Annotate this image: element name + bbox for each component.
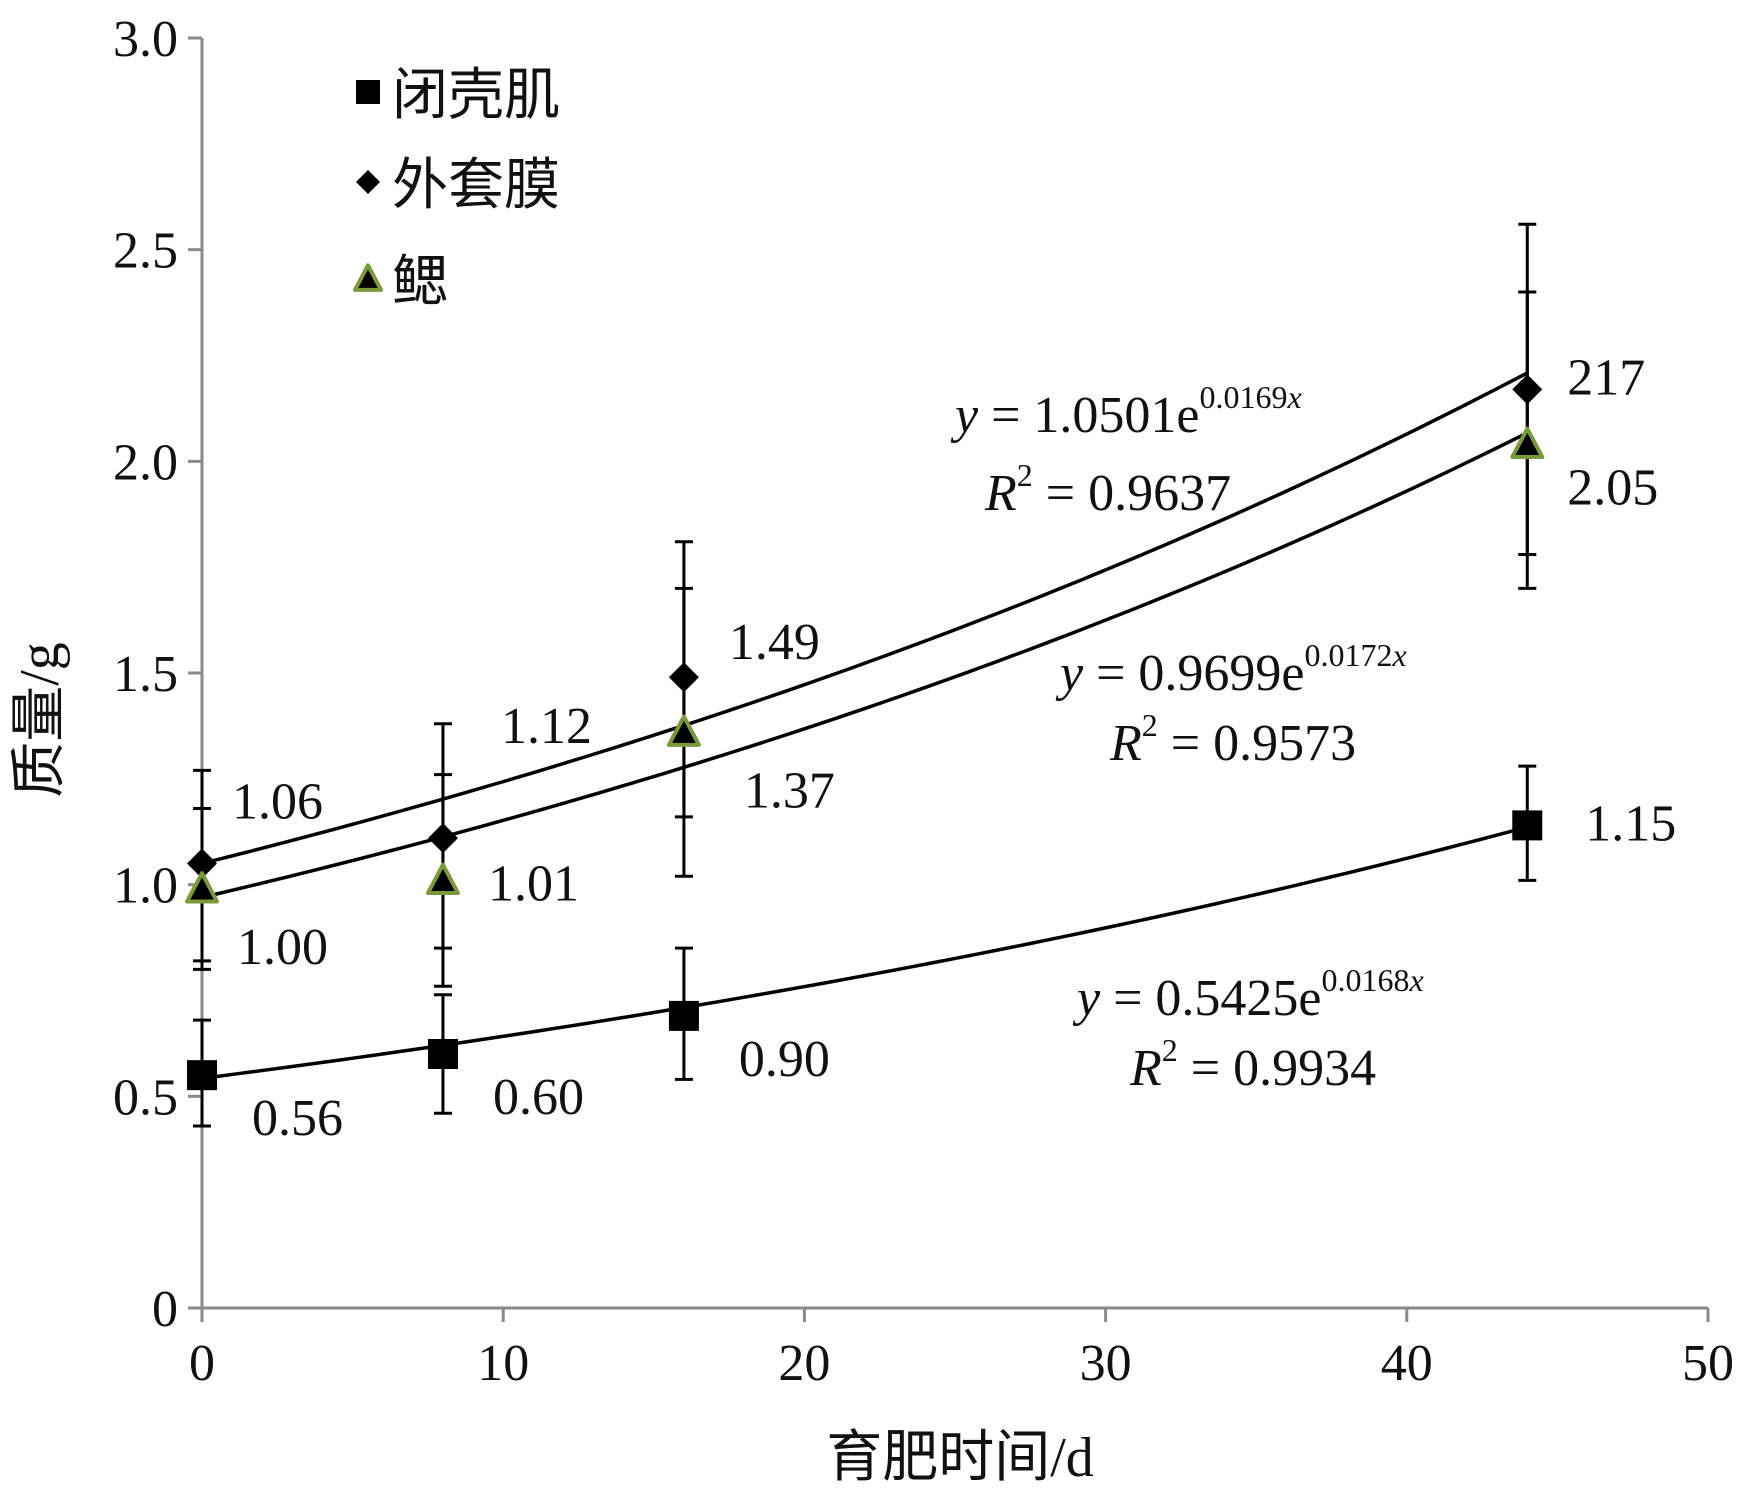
data-label: 217 [1567,349,1645,406]
x-tick-label: 10 [477,1335,529,1392]
data-labels: 0.56 0.60 0.90 1.15 1.06 1.12 1.49 217 1.00 1.01 1… [232,349,1676,1147]
trend-equation: y = 0.9699e0.0172x [1055,637,1407,702]
data-label: 0.90 [739,1031,830,1088]
data-point-square [187,1060,217,1091]
x-tick-label: 20 [778,1335,830,1392]
legend-label: 外套膜 [392,155,560,217]
x-tick-label: 40 [1381,1335,1433,1392]
data-point-triangle [185,871,219,904]
data-point-triangle [425,862,460,896]
data-label: 1.01 [488,855,579,912]
y-tick-label: 0 [152,1281,178,1338]
r-squared: R2 = 0.9637 [984,457,1231,522]
data-label: 2.05 [1567,459,1658,516]
data-point-square [1512,810,1543,841]
y-tick-label: 2.0 [113,434,178,491]
data-label: 1.49 [729,614,820,671]
fit-curves [201,371,1529,1081]
y-tick-label: 0.5 [113,1069,178,1126]
data-point-square [668,1000,699,1031]
x-tick-label: 30 [1080,1335,1132,1392]
legend-marker [356,80,380,104]
x-tick-label: 0 [189,1335,215,1392]
data-label: 1.06 [232,774,323,831]
data-point-diamond [427,823,458,854]
y-tick-label: 1.0 [113,858,178,915]
legend-label: 鳃 [392,252,448,314]
data-label: 0.56 [252,1090,343,1147]
legend-marker [353,263,383,292]
y-tick-label: 2.5 [113,223,178,280]
r-squared: R2 = 0.9934 [1129,1032,1376,1097]
fit-curve [201,431,1529,900]
x-axis-title: 育肥时间/d [826,1427,1094,1489]
y-tick-label: 3.0 [113,11,178,68]
r-squared: R2 = 0.9573 [1109,707,1356,772]
data-label: 1.15 [1585,795,1676,852]
data-markers [185,374,1545,1091]
axes: 0 0.5 1.0 1.5 2.0 2.5 3.0 0 10 20 30 40 50 [113,11,1734,1392]
x-tick-label: 50 [1682,1335,1734,1392]
fit-curve [201,825,1528,1081]
data-label: 1.37 [744,762,835,819]
data-point-diamond [668,662,699,693]
data-label: 1.12 [501,698,592,755]
legend-label: 闭壳肌 [392,65,560,127]
trend-equation: y = 1.0501e0.0169x [950,379,1302,444]
fit-curve [201,371,1529,866]
y-tick-label: 1.5 [113,646,178,703]
data-point-triangle [1510,426,1545,459]
data-point-diamond [187,848,217,879]
data-label: 0.60 [493,1069,584,1126]
data-point-triangle [666,714,701,747]
data-point-diamond [1512,374,1543,405]
data-label: 1.00 [237,919,328,976]
data-point-square [427,1039,458,1069]
y-axis-title: 质量/g [9,642,71,798]
trend-equation: y = 0.5425e0.0168x [1072,962,1424,1027]
legend-marker [356,170,380,194]
